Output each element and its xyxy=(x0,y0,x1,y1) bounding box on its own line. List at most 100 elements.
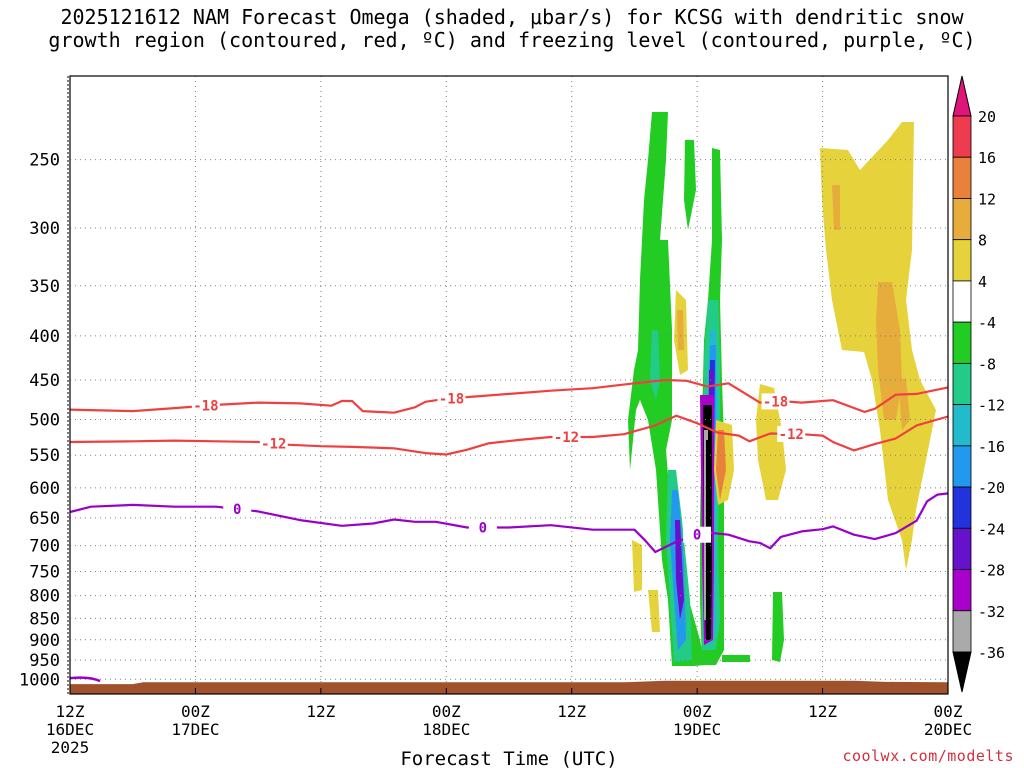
sinking-motion-area xyxy=(876,282,902,420)
contour-series-0: 0 0 0 xyxy=(69,492,949,554)
colorbar-label: 16 xyxy=(978,149,996,167)
sinking-motion-area xyxy=(898,378,910,430)
colorbar-label: 12 xyxy=(978,190,996,208)
contour-label-bg xyxy=(552,429,581,446)
x-tick-label: 00Z xyxy=(934,702,963,721)
chart-title-line2: growth region (contoured, red, ºC) and f… xyxy=(48,28,976,52)
x-tick-date: 19DEC xyxy=(673,720,721,739)
colorbar-swatch xyxy=(952,445,972,488)
colorbar-label: -12 xyxy=(978,397,1005,415)
colorbar-label: -16 xyxy=(978,438,1005,456)
x-tick-label: 12Z xyxy=(56,702,85,721)
rising-motion-band xyxy=(675,520,684,620)
colorbar-swatch xyxy=(952,610,972,653)
contour-label: 0 xyxy=(233,502,241,518)
y-tick-label: 700 xyxy=(29,537,60,557)
contour-label-bg xyxy=(191,397,220,414)
contour-series--18: -18 -18 -18 xyxy=(69,378,949,415)
y-tick-label: 350 xyxy=(29,277,60,297)
plot-frame xyxy=(69,75,949,695)
y-tick-label: 800 xyxy=(29,587,60,607)
contour-label: -12 xyxy=(554,430,579,446)
y-tick-label: 850 xyxy=(29,609,60,629)
x-tick-date: 17DEC xyxy=(171,720,219,739)
x-tick-label: 00Z xyxy=(432,702,461,721)
x-tick-date: 18DEC xyxy=(422,720,470,739)
sinking-motion-area xyxy=(677,310,684,350)
contour-label: -18 xyxy=(193,399,218,415)
y-tick-label: 550 xyxy=(29,446,60,466)
contour-label: 0 xyxy=(479,520,487,536)
y-tick-label: 900 xyxy=(29,631,60,651)
colorbar-swatch xyxy=(952,198,972,241)
x-axis-label: Forecast Time (UTC) xyxy=(400,748,617,768)
y-tick-label: 300 xyxy=(29,219,60,239)
y-tick-label: 950 xyxy=(29,651,60,671)
sinking-motion-area xyxy=(756,384,786,500)
x-tick-label: 00Z xyxy=(683,702,712,721)
credit-text: coolwx.com/modelts xyxy=(842,747,1014,765)
contour-line xyxy=(69,414,949,456)
sinking-motion-area xyxy=(648,590,660,632)
y-tick-label: 650 xyxy=(29,509,60,529)
colorbar-label: -36 xyxy=(978,644,1005,662)
colorbar-bottom-arrow xyxy=(952,651,972,693)
colorbar: 20 16 12 8 4 -4 -8 -12 -16 -20 -24 -28 -32 -36 xyxy=(952,75,1005,693)
y-tick-label: 600 xyxy=(29,479,60,499)
x-tick-date: 16DEC xyxy=(46,720,94,739)
colorbar-label: -8 xyxy=(978,355,996,373)
sinking-motion-area xyxy=(716,430,726,500)
rising-motion-band xyxy=(772,592,784,662)
surface-terrain xyxy=(70,680,948,694)
y-tick-label: 250 xyxy=(29,151,60,171)
colorbar-swatch xyxy=(952,569,972,612)
plot-area xyxy=(70,76,948,694)
colorbar-label: 4 xyxy=(978,273,987,291)
contour-label-bg xyxy=(761,393,790,410)
sinking-motion-area xyxy=(832,185,840,230)
colorbar-swatch xyxy=(952,280,972,323)
colorbar-swatch xyxy=(952,486,972,529)
x-tick-label: 12Z xyxy=(808,702,837,721)
contour-label: -18 xyxy=(763,394,788,410)
colorbar-label: -4 xyxy=(978,314,996,332)
contour-label-bg xyxy=(777,425,806,442)
contour-series--12: -12 -12 -12 xyxy=(69,414,949,456)
contour-label-bg xyxy=(223,501,252,518)
contour-line xyxy=(69,492,949,554)
sinking-motion-area xyxy=(632,540,642,592)
colorbar-label: -24 xyxy=(978,520,1005,538)
colorbar-swatch xyxy=(952,321,972,364)
contour-label-bg xyxy=(437,390,466,407)
contour-label: 0 xyxy=(693,528,701,544)
contour-label: -12 xyxy=(779,427,804,443)
colorbar-swatch xyxy=(952,156,972,199)
y-tick-label: 1000 xyxy=(19,670,60,690)
colorbar-label: -20 xyxy=(978,479,1005,497)
y-tick-label: 400 xyxy=(29,327,60,347)
colorbar-swatch xyxy=(952,527,972,570)
y-tick-label: 750 xyxy=(29,562,60,582)
rising-motion-band xyxy=(628,112,705,666)
x-tick-label: 00Z xyxy=(181,702,210,721)
colorbar-label: 8 xyxy=(978,232,987,250)
contour-label: -18 xyxy=(439,391,464,407)
chart-title: 2025121612 NAM Forecast Omega (shaded, μ… xyxy=(0,6,1024,52)
colorbar-swatch xyxy=(952,115,972,158)
contour-line xyxy=(69,378,949,414)
colorbar-label: -28 xyxy=(978,562,1005,580)
colorbar-swatch xyxy=(952,362,972,406)
x-tick-label: 12Z xyxy=(306,702,335,721)
rising-motion-band xyxy=(684,140,696,230)
contour-label-bg xyxy=(259,435,288,452)
contour-label-bg xyxy=(468,519,497,536)
colorbar-swatch xyxy=(952,404,972,447)
colorbar-swatch xyxy=(952,239,972,282)
contour-label-bg xyxy=(683,526,712,543)
chart-title-line1: 2025121612 NAM Forecast Omega (shaded, μ… xyxy=(60,5,964,29)
y-tick-label: 500 xyxy=(29,410,60,430)
x-tick-year: 2025 xyxy=(51,738,90,757)
